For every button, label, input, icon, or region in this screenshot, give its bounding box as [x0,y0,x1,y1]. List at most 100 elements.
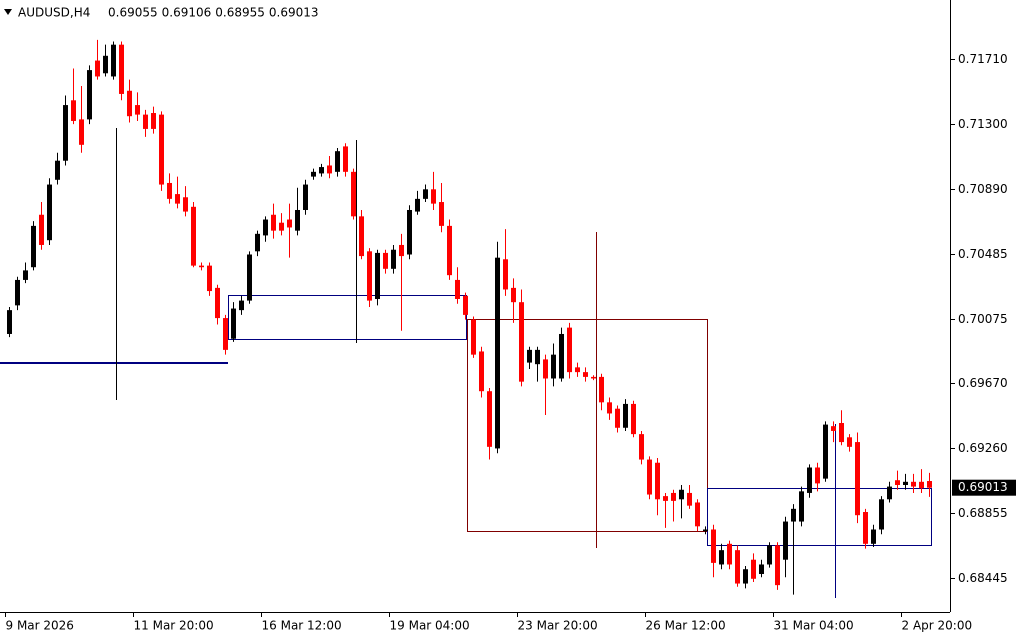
candle-body [167,182,172,199]
candle-body [759,564,764,575]
candle-body [63,105,68,161]
candle-body [535,349,540,365]
candle-body [655,462,660,500]
candle-body [695,502,700,527]
x-tick-label: 31 Mar 04:00 [774,619,854,633]
candle-body [791,508,796,522]
price-label: 0.69013 [958,480,1008,494]
symbol: AUDUSD,H4 [18,6,90,20]
candle-body [39,214,44,245]
candle-body [727,543,732,565]
candle-body [183,197,188,212]
y-tick-label: 0.69260 [958,441,1008,455]
candle-body [463,295,468,315]
candle-body [471,319,476,355]
candle-body [207,265,212,292]
candle-body [391,249,396,269]
x-tick-label: 16 Mar 12:00 [262,619,342,633]
candle-body [703,529,708,532]
y-tick-label: 0.71710 [958,52,1008,66]
candle-body [47,184,52,241]
candle-body [415,198,420,212]
candle-body [815,467,820,484]
ohlc-value: 0.69013 [269,6,319,20]
candle-body [199,265,204,268]
candle-body [247,254,252,301]
candle-body [839,422,844,443]
ohlc-value: 0.68955 [215,6,265,20]
candle-body [439,202,444,226]
candle-body [863,512,868,544]
candle-body [487,391,492,447]
candle-body [103,55,108,74]
candle-body [807,467,812,493]
candle-body [895,480,900,485]
candle-body [455,279,460,300]
y-tick-label: 0.71300 [958,117,1008,131]
candle-body [783,521,788,560]
candle-body [671,492,676,501]
candle-body [775,545,780,586]
candle-body [503,259,508,290]
candle-body [559,333,564,379]
y-tick-label: 0.68445 [958,571,1008,585]
candle-body [319,167,324,174]
candle-body [399,244,404,257]
candle-body [79,119,84,145]
ohlc-value: 0.69106 [162,6,212,20]
x-tick-label: 19 Mar 04:00 [390,619,470,633]
box [467,319,708,532]
candle-body [111,44,116,77]
candle-body [711,529,716,563]
candle-body [407,209,412,255]
candle-body [327,165,332,174]
box [707,488,932,546]
candle-body [71,100,76,121]
candle-body [191,206,196,266]
candle-body [551,354,556,379]
y-tick-label: 0.70890 [958,182,1008,196]
candle-body [583,372,588,377]
drawn-objects [0,128,932,598]
candle-body [383,252,388,269]
candle-body [479,351,484,392]
menu-arrow[interactable] [4,9,12,15]
candle-body [31,225,36,268]
candle-body [631,403,636,435]
candle-body [519,302,524,382]
candle-body [663,496,668,501]
candle-body [255,233,260,252]
candle-body [823,424,828,479]
candle-body [119,44,124,94]
candle-body [175,194,180,204]
y-tick-label: 0.68855 [958,506,1008,520]
candle-body [927,481,932,488]
price-label-bg [952,479,1016,496]
candle-body [15,279,20,306]
candle-body [879,499,884,530]
candle-body [431,189,436,204]
candle-body [911,481,916,487]
x-tick-label: 11 Mar 20:00 [134,619,214,633]
candle-body [831,426,836,431]
x-tick-label: 9 Mar 2026 [6,619,74,633]
candle-body [599,376,604,403]
candle-body [423,189,428,199]
candle-body [231,308,236,339]
candle-body [303,184,308,210]
candle-body [919,481,924,489]
candle-body [215,287,220,319]
candle-body [743,569,748,584]
candle-body [23,270,28,280]
x-tick-label: 2 Apr 20:00 [902,619,973,633]
candle-body [127,90,132,117]
candle-body [55,160,60,180]
candle-body [335,151,340,172]
candle-body [311,171,316,177]
candle-body [87,70,92,120]
x-tick-label: 26 Mar 12:00 [646,619,726,633]
candle-body [279,222,284,231]
candle-body [375,252,380,300]
ohlc-value: 0.69055 [108,6,158,20]
